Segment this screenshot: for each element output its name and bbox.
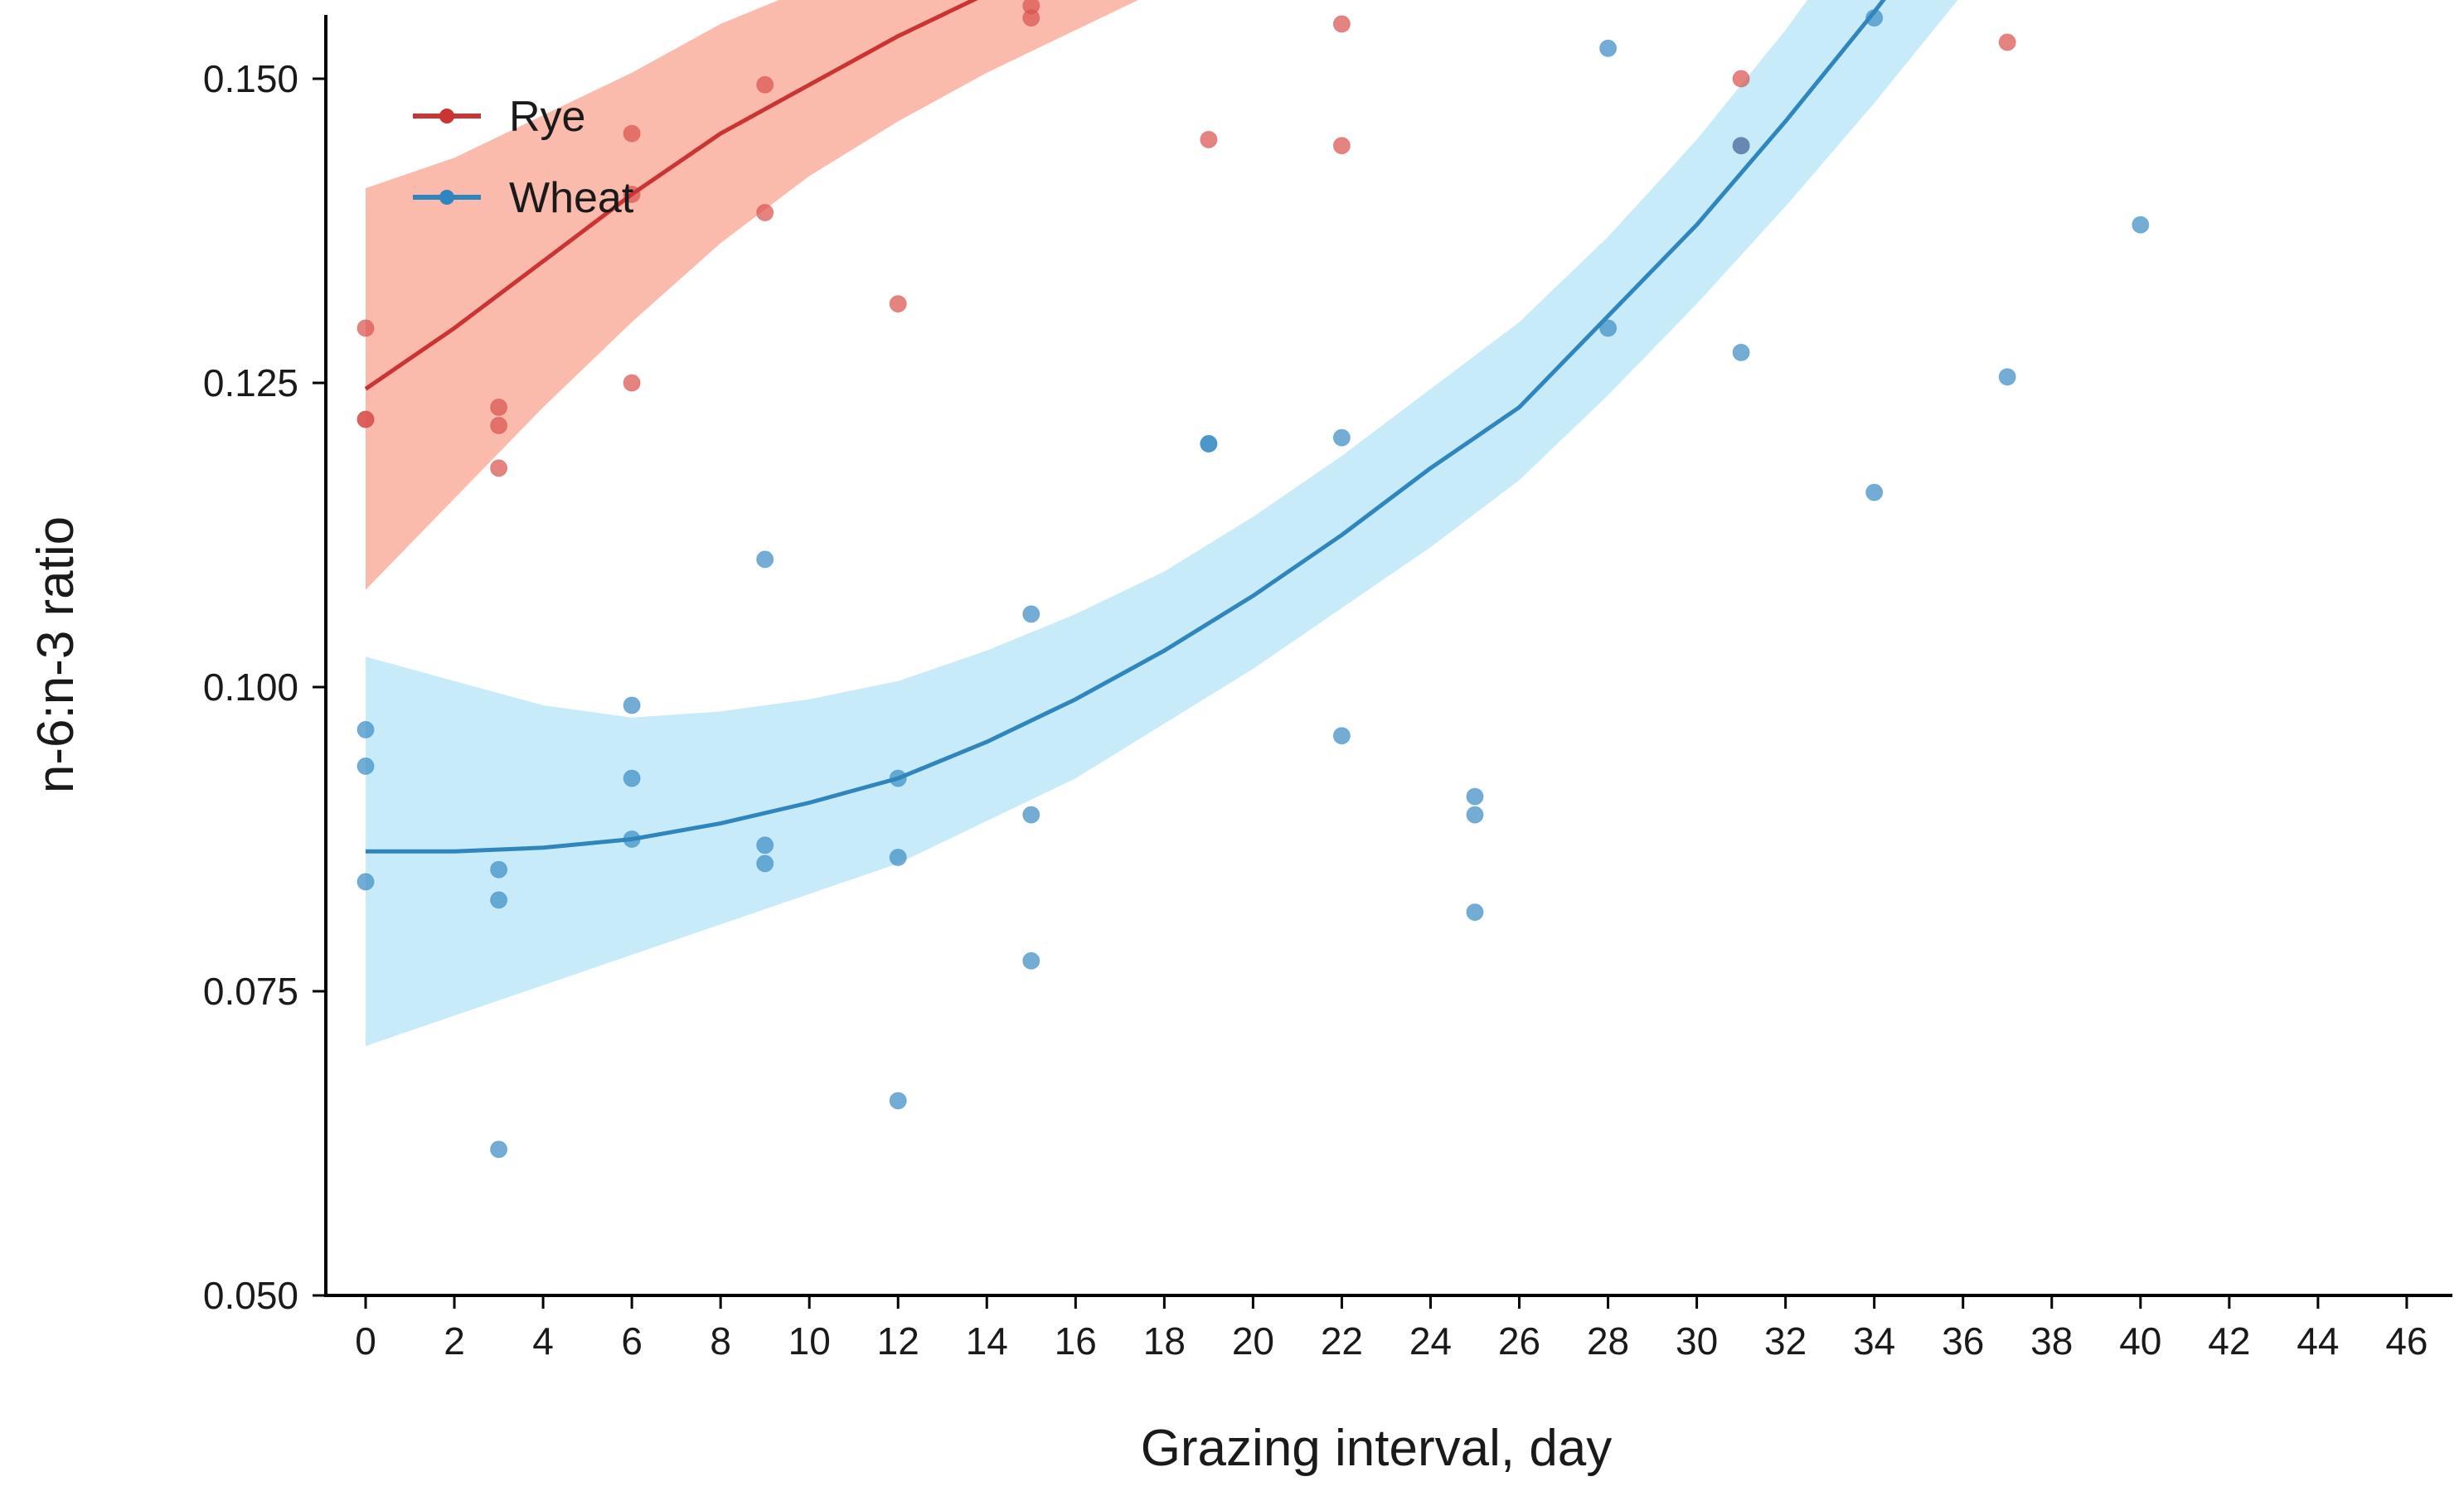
y-axis-title: n-6:n-3 ratio	[27, 516, 85, 793]
point-wheat	[490, 860, 508, 879]
x-ticks: 0 2 4 6 8 10 12 14 16 18 20 22 24 26 28 30 32 34 36 38 40 42 4…	[355, 1295, 2428, 1363]
fit-lines	[364, 0, 1886, 854]
x-tick-label: 30	[1676, 1319, 1718, 1363]
fit-line-rye	[364, 0, 978, 391]
point-wheat	[1466, 806, 1484, 824]
y-tick-label: 0.150	[203, 57, 298, 100]
x-tick-label: 28	[1587, 1319, 1629, 1363]
point-rye	[756, 204, 774, 221]
point-rye	[490, 459, 508, 477]
x-tick-label: 46	[2385, 1319, 2428, 1363]
point-wheat	[357, 720, 375, 738]
legend: Rye Wheat	[413, 93, 634, 222]
x-tick-label: 22	[1321, 1319, 1363, 1363]
legend-key-point-rye	[439, 109, 454, 123]
x-tick-label: 36	[1942, 1319, 1984, 1363]
legend-label-wheat: Wheat	[509, 174, 634, 222]
point-wheat	[357, 873, 375, 891]
point-rye	[357, 319, 375, 337]
point-rye	[623, 374, 641, 392]
fit-line-wheat	[366, 0, 1886, 854]
x-axis-title: Grazing interval, day	[1141, 1420, 1613, 1477]
point-wheat	[1466, 787, 1484, 806]
point-wheat	[1732, 137, 1750, 155]
axes	[324, 15, 2452, 1297]
x-tick-label: 14	[966, 1319, 1008, 1363]
point-rye	[756, 75, 774, 94]
point-wheat	[2132, 215, 2150, 234]
y-tick-label: 0.075	[203, 970, 298, 1013]
x-tick-label: 6	[621, 1319, 643, 1363]
point-rye	[1200, 130, 1218, 148]
point-wheat	[889, 1092, 907, 1110]
point-wheat	[1865, 483, 1884, 501]
x-tick-label: 38	[2030, 1319, 2073, 1363]
x-tick-label: 32	[1764, 1319, 1807, 1363]
point-wheat	[1332, 727, 1351, 745]
point-wheat	[1998, 368, 2016, 386]
point-wheat	[1022, 951, 1040, 970]
x-tick-label: 0	[355, 1319, 376, 1363]
point-wheat	[756, 855, 774, 873]
x-tick-label: 12	[877, 1319, 919, 1363]
point-rye	[357, 410, 375, 428]
x-tick-label: 4	[532, 1319, 554, 1363]
point-rye	[889, 295, 907, 313]
x-tick-label: 18	[1143, 1319, 1186, 1363]
point-wheat	[1732, 343, 1750, 361]
point-wheat	[1599, 39, 1618, 57]
point-wheat	[1599, 319, 1618, 337]
point-wheat	[1022, 806, 1040, 824]
x-tick-label: 44	[2297, 1319, 2339, 1363]
point-rye	[1332, 15, 1351, 33]
point-wheat	[756, 550, 774, 569]
point-rye	[1998, 33, 2016, 51]
point-wheat	[1332, 428, 1351, 447]
confidence-bands	[366, 0, 1958, 1047]
x-tick-label: 26	[1498, 1319, 1540, 1363]
point-wheat	[756, 836, 774, 855]
legend-label-rye: Rye	[509, 93, 585, 141]
point-rye	[1732, 70, 1750, 88]
point-wheat	[490, 891, 508, 909]
legend-key-point-wheat	[439, 190, 454, 205]
point-rye	[623, 124, 641, 143]
point-wheat	[1022, 605, 1040, 623]
x-tick-label: 24	[1409, 1319, 1452, 1363]
x-tick-label: 8	[710, 1319, 731, 1363]
point-wheat	[889, 849, 907, 866]
point-wheat	[623, 769, 641, 787]
confidence-band-wheat	[366, 0, 1958, 1047]
x-tick-label: 34	[1853, 1319, 1895, 1363]
y-tick-label: 0.125	[203, 361, 298, 404]
point-rye	[1332, 137, 1351, 155]
x-tick-label: 10	[788, 1319, 831, 1363]
point-wheat	[490, 1140, 508, 1159]
point-rye	[1022, 9, 1040, 27]
point-wheat	[1200, 434, 1218, 453]
confidence-band-rye	[366, 0, 1138, 590]
x-tick-label: 2	[444, 1319, 465, 1363]
y-ticks: 0.0500.0750.1000.1250.1500.1750.2000.225…	[203, 57, 326, 1317]
x-tick-label: 20	[1232, 1319, 1274, 1363]
x-tick-label: 40	[2119, 1319, 2161, 1363]
y-tick-label: 0.050	[203, 1274, 298, 1317]
point-wheat	[357, 757, 375, 775]
data-points	[357, 0, 2150, 1159]
point-rye	[490, 398, 508, 416]
point-wheat	[1466, 903, 1484, 922]
y-tick-label: 0.100	[203, 666, 298, 709]
x-tick-label: 16	[1055, 1319, 1097, 1363]
x-tick-label: 42	[2208, 1319, 2250, 1363]
point-rye	[490, 416, 508, 434]
point-wheat	[623, 696, 641, 714]
